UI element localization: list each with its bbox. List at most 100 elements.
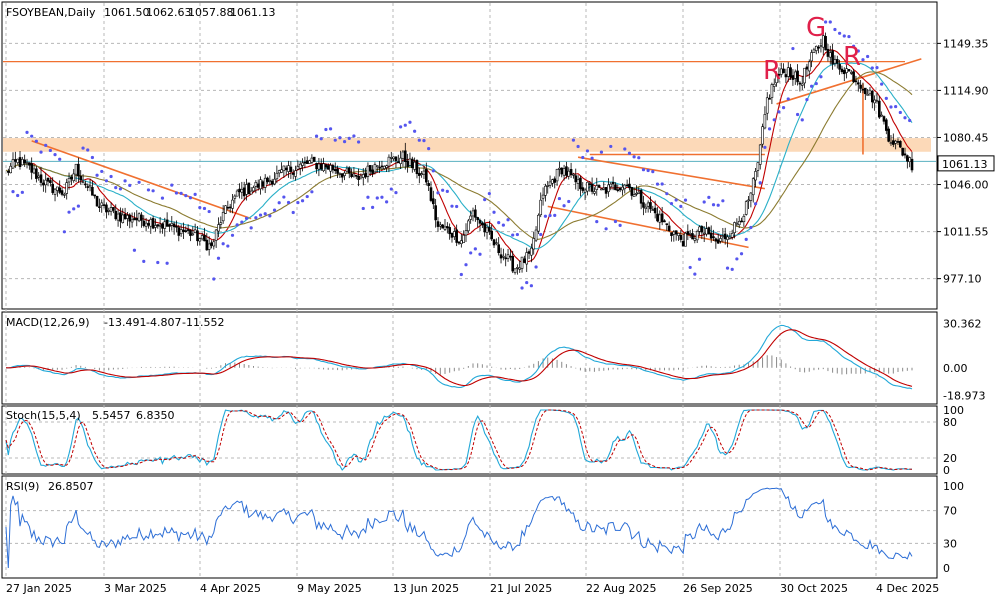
candle-body: [831, 50, 834, 65]
sar-dot: [338, 136, 342, 140]
sar-dot: [76, 204, 80, 208]
candle-body: [238, 188, 241, 193]
candle-body: [630, 187, 634, 196]
candle-body: [882, 116, 886, 122]
candle-body: [565, 166, 568, 176]
candle-body: [474, 209, 477, 218]
candle-body: [471, 210, 475, 217]
sar-dot: [394, 191, 398, 195]
stoch-panel: [1, 405, 938, 475]
candle-body: [527, 251, 531, 254]
candle-body: [868, 89, 872, 95]
candle-body: [443, 226, 447, 230]
candle-body: [418, 172, 421, 176]
candle-body: [548, 181, 552, 186]
candle-body: [817, 46, 820, 49]
candle-body: [380, 165, 384, 168]
candle-body: [441, 224, 444, 229]
candle-body: [429, 187, 433, 201]
candle-body: [312, 156, 316, 162]
candle-body: [439, 224, 442, 227]
candle-body: [46, 177, 50, 182]
candle-body: [646, 202, 650, 207]
sar-dot: [128, 183, 132, 188]
candle-body: [852, 71, 855, 83]
x-axis-label: 4 Apr 2025: [200, 582, 261, 595]
sar-dot: [445, 189, 449, 193]
candle-body: [385, 165, 388, 168]
candle-body: [266, 177, 269, 183]
sar-dot: [483, 198, 487, 202]
sar-dot: [44, 143, 48, 147]
candle-body: [469, 215, 472, 220]
sar-dot: [427, 147, 431, 151]
candle-body: [432, 198, 435, 205]
candle-body: [67, 178, 71, 183]
candle-body: [88, 184, 92, 188]
candle-body: [656, 213, 659, 222]
candle-body: [359, 175, 363, 179]
resistance-zone: [3, 60, 936, 162]
candle-body: [301, 162, 304, 166]
candle-body: [513, 268, 517, 273]
candle-body: [70, 176, 73, 180]
candle-body: [728, 236, 732, 239]
candle-body: [296, 166, 300, 170]
sar-dot: [809, 84, 814, 88]
candle-body: [389, 157, 393, 159]
candle-body: [667, 225, 671, 232]
candle-body: [18, 157, 22, 168]
candle-body: [382, 165, 386, 169]
candle-body: [546, 185, 550, 187]
candle-body: [637, 191, 641, 194]
candle-body: [504, 257, 508, 260]
sar-dot: [730, 267, 734, 271]
candle-body: [537, 214, 540, 232]
macd-signal-line: [6, 329, 913, 387]
sar-dot: [450, 204, 454, 208]
rsi-tick-label: 30: [943, 537, 957, 550]
candle-body: [499, 254, 503, 259]
candle-body: [25, 162, 29, 165]
sar-dot: [436, 191, 440, 195]
sar-dot: [506, 218, 510, 222]
candle-body: [784, 74, 788, 78]
candle-body: [408, 158, 412, 166]
candle-body: [114, 210, 118, 220]
candle-body: [826, 48, 830, 57]
sar-dot: [375, 196, 379, 200]
sar-dot: [781, 106, 786, 110]
candle-body: [639, 190, 643, 204]
sar-dot: [651, 170, 655, 174]
stoch-value-2: 6.8350: [136, 409, 175, 422]
candle-body: [660, 213, 664, 223]
candle-body: [128, 214, 132, 222]
candle-body: [420, 173, 423, 175]
sar-dot: [193, 192, 197, 196]
stoch-tick-label: 20: [943, 452, 957, 465]
candle-body: [555, 168, 559, 182]
candle-body: [758, 144, 762, 165]
candle-body: [298, 163, 302, 169]
candle-body: [684, 233, 687, 247]
candle-body: [807, 61, 811, 72]
candle-body: [779, 68, 783, 75]
candle-body: [688, 232, 692, 235]
candle-body: [609, 183, 613, 188]
sar-dot: [81, 146, 85, 150]
candle-body: [845, 68, 848, 73]
sar-dot: [366, 195, 370, 199]
sar-dot: [627, 151, 632, 155]
candle-body: [714, 238, 718, 242]
sar-dot: [581, 155, 585, 160]
candle-body: [324, 164, 328, 168]
candle-body: [231, 199, 234, 209]
candle-body: [672, 231, 676, 235]
candle-body: [273, 178, 276, 185]
candle-body: [308, 160, 311, 164]
candle-body: [765, 97, 769, 114]
sar-dot: [894, 104, 898, 109]
sar-dot: [492, 210, 496, 214]
candle-body: [410, 158, 414, 169]
